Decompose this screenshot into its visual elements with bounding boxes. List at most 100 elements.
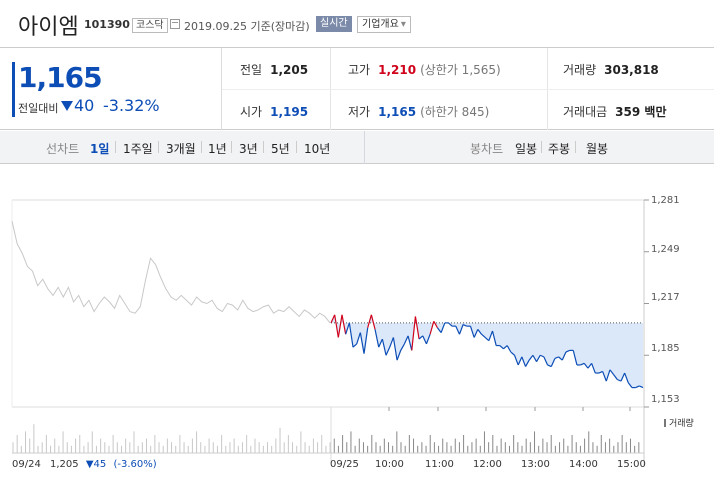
prev-day-change-pct: (-3.60%)	[113, 459, 157, 470]
tab-1d[interactable]: 1일	[90, 142, 110, 156]
today-series-segment	[587, 362, 593, 369]
today-series-segment	[473, 329, 479, 338]
tab-3y[interactable]: 3년	[239, 142, 258, 156]
current-price: 1,165	[18, 61, 103, 94]
today-series-segment	[392, 337, 398, 361]
y-tick-label: 1,185	[651, 343, 680, 354]
today-series-segment	[440, 322, 446, 333]
market-badge: 코스닥	[132, 18, 168, 33]
divider	[575, 141, 576, 153]
prev-day-date: 09/24	[12, 459, 41, 470]
tab-5y[interactable]: 5년	[271, 142, 290, 156]
today-series-segment	[455, 325, 461, 335]
y-tick-label: 1,217	[651, 292, 680, 303]
today-series-segment	[617, 378, 622, 382]
today-series-segment	[558, 356, 563, 361]
today-series-segment	[517, 356, 523, 366]
tab-1w[interactable]: 1주일	[123, 142, 153, 156]
today-series-segment	[609, 369, 615, 376]
volume-legend-label: 거래량	[669, 419, 694, 429]
base-date: 2019.09.25 기준(장마감)	[184, 20, 310, 33]
today-fill-area	[331, 314, 643, 388]
volume-label: 거래량	[563, 63, 597, 77]
today-series-segment	[521, 356, 527, 367]
chevron-down-icon: ▾	[400, 19, 406, 30]
x-tick-label: 12:00	[473, 459, 502, 470]
open-value: 1,195	[270, 105, 309, 119]
today-series-segment	[356, 332, 361, 345]
today-series-segment	[598, 370, 603, 374]
divider	[296, 141, 297, 153]
today-series-segment	[484, 337, 490, 342]
today-series-segment	[477, 329, 482, 335]
tab-daily[interactable]: 일봉	[515, 142, 538, 156]
prev-close: 전일 1,205	[240, 61, 308, 78]
amount: 거래대금 359 백만	[563, 103, 666, 120]
x-tick-label: 10:00	[375, 459, 404, 470]
today-series-segment	[491, 330, 497, 346]
today-series-segment	[499, 345, 504, 350]
tab-weekly[interactable]: 주봉	[548, 142, 571, 156]
low-label: 저가	[348, 105, 371, 119]
today-series-segment	[352, 343, 358, 348]
today-series-segment	[572, 350, 578, 366]
x-tick-label: 14:00	[569, 459, 598, 470]
today-series-segment	[403, 335, 409, 345]
today-series-segment	[407, 335, 413, 351]
today-series-segment	[436, 327, 442, 333]
prev-day-close: 1,205	[50, 459, 79, 470]
change-value: 40	[74, 96, 95, 115]
y-tick-label: 1,249	[651, 244, 680, 255]
today-series-segment	[418, 335, 424, 340]
volume-value: 303,818	[604, 63, 659, 77]
prev-day-series-line	[11, 220, 331, 324]
prev-close-label: 전일	[240, 63, 263, 77]
high-label: 고가	[348, 63, 371, 77]
today-series-segment	[565, 349, 570, 353]
today-series-segment	[605, 369, 611, 382]
today-series-segment	[433, 320, 438, 329]
company-overview-dropdown[interactable]: 기업개요 ▾	[357, 16, 411, 33]
today-series-segment	[411, 316, 417, 351]
today-series-segment	[422, 335, 427, 345]
quote-summary: 1,165 전일대비 40 -3.32% 전일 1,205 고가 1,210 (상한가…	[0, 47, 714, 130]
x-tick-label: 13:00	[521, 459, 550, 470]
today-series-segment	[506, 345, 512, 353]
today-series-segment	[378, 338, 383, 348]
calendar-icon	[170, 19, 180, 29]
volume-swatch	[664, 419, 666, 427]
today-series-segment	[554, 356, 559, 360]
amount-label: 거래대금	[563, 105, 608, 119]
today-series-segment	[425, 334, 431, 345]
today-series-segment	[543, 356, 549, 366]
tab-10y[interactable]: 10년	[304, 142, 331, 156]
open-label: 시가	[240, 105, 263, 119]
high-value: 1,210	[378, 63, 417, 77]
prev-day-summary: 09/24 1,205 ▼45 (-3.60%)	[12, 459, 157, 470]
divider	[115, 141, 116, 153]
today-series-segment	[448, 322, 453, 327]
intraday-chart[interactable]	[0, 165, 714, 487]
candle-chart-label: 봉차트	[470, 142, 504, 156]
tab-1y[interactable]: 1년	[208, 142, 227, 156]
today-series-segment	[367, 314, 372, 328]
realtime-button[interactable]: 실시간	[316, 16, 352, 32]
today-series-segment	[334, 314, 339, 338]
amount-value: 359 백만	[615, 105, 667, 119]
low-value: 1,165	[378, 105, 417, 119]
tab-monthly[interactable]: 월봉	[586, 142, 609, 156]
today-series-segment	[583, 362, 589, 369]
current-price-box: 1,165 전일대비 40 -3.32%	[0, 48, 222, 130]
today-series-segment	[396, 350, 402, 361]
line-chart-label: 선차트	[46, 142, 80, 156]
today-series-segment	[602, 371, 607, 382]
today-series-segment	[510, 351, 515, 356]
today-series-segment	[414, 316, 420, 340]
today-series-segment	[613, 374, 618, 380]
lower-limit: (하한가 845)	[420, 105, 490, 119]
today-series-segment	[370, 314, 376, 330]
tab-3m[interactable]: 3개월	[166, 142, 196, 156]
chart-period-tabs: 선차트 1일 1주일 3개월 1년 3년 5년 10년 봉차트 일봉 주봉 월봉	[0, 131, 714, 164]
stock-header: 아이엠 101390 코스닥 2019.09.25 기준(장마감) 실시간 기업…	[0, 0, 714, 47]
today-series-segment	[348, 322, 354, 348]
